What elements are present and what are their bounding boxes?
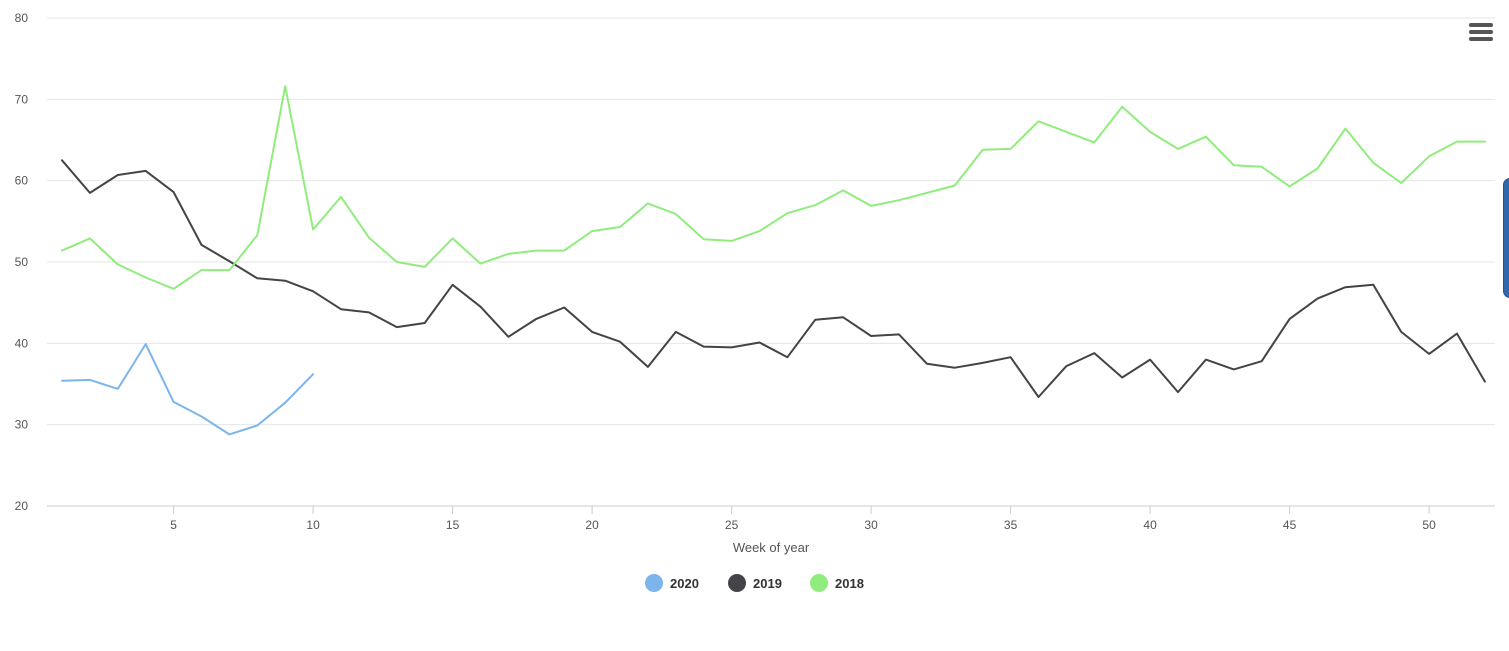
legend-marker	[645, 574, 663, 592]
x-tick-label: 25	[725, 518, 739, 532]
y-axis: 20 30 40 50 60 70 80	[15, 11, 29, 513]
x-tick-label: 40	[1143, 518, 1157, 532]
menu-bar	[1469, 37, 1493, 41]
legend-label: 2018	[835, 576, 864, 591]
legend-label: 2020	[670, 576, 699, 591]
y-tick-label: 50	[15, 255, 29, 269]
grid-lines	[47, 17, 1495, 426]
x-tick-label: 20	[585, 518, 599, 532]
x-axis-title: Week of year	[733, 540, 810, 555]
menu-bar	[1469, 30, 1493, 34]
menu-bar	[1469, 23, 1493, 27]
legend-item-2019[interactable]: 2019	[728, 574, 782, 592]
y-tick-label: 40	[15, 336, 29, 350]
x-tick-label: 45	[1283, 518, 1297, 532]
legend-item-2018[interactable]: 2018	[810, 574, 864, 592]
series-line-2019[interactable]	[61, 159, 1486, 398]
y-tick-label: 60	[15, 174, 29, 188]
x-tick-label: 35	[1004, 518, 1018, 532]
x-tick-label: 30	[864, 518, 878, 532]
series-group	[61, 85, 1486, 436]
legend-label: 2019	[753, 576, 782, 591]
x-tick-label: 5	[170, 518, 177, 532]
legend: 2020 2019 2018	[645, 574, 864, 592]
legend-marker	[728, 574, 746, 592]
y-tick-label: 80	[15, 11, 29, 25]
legend-item-2020[interactable]: 2020	[645, 574, 699, 592]
hamburger-menu-icon[interactable]	[1466, 20, 1496, 46]
side-panel-tab[interactable]	[1503, 178, 1509, 298]
y-tick-label: 20	[15, 499, 29, 513]
x-tick-label: 10	[306, 518, 320, 532]
legend-marker	[810, 574, 828, 592]
x-axis: 5 10 15 20 25 30 35 40 45 50	[47, 505, 1495, 532]
series-line-2020[interactable]	[61, 343, 315, 436]
y-tick-label: 70	[15, 92, 29, 106]
y-tick-label: 30	[15, 418, 29, 432]
x-tick-label: 50	[1422, 518, 1436, 532]
series-line-2018[interactable]	[61, 85, 1486, 290]
x-tick-label: 15	[446, 518, 460, 532]
